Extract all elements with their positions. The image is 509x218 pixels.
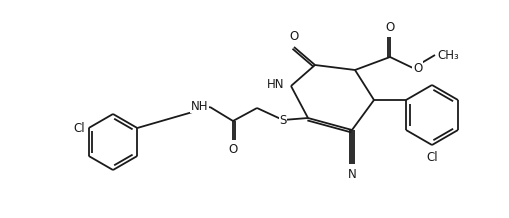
Text: S: S xyxy=(279,114,286,126)
Text: CH₃: CH₃ xyxy=(436,48,458,61)
Text: O: O xyxy=(289,30,298,43)
Text: O: O xyxy=(412,61,421,75)
Text: O: O xyxy=(228,143,237,156)
Text: HN: HN xyxy=(266,78,284,90)
Text: Cl: Cl xyxy=(73,121,84,135)
Text: N: N xyxy=(347,168,356,181)
Text: NH: NH xyxy=(190,99,208,112)
Text: O: O xyxy=(385,21,394,34)
Text: Cl: Cl xyxy=(426,151,437,164)
